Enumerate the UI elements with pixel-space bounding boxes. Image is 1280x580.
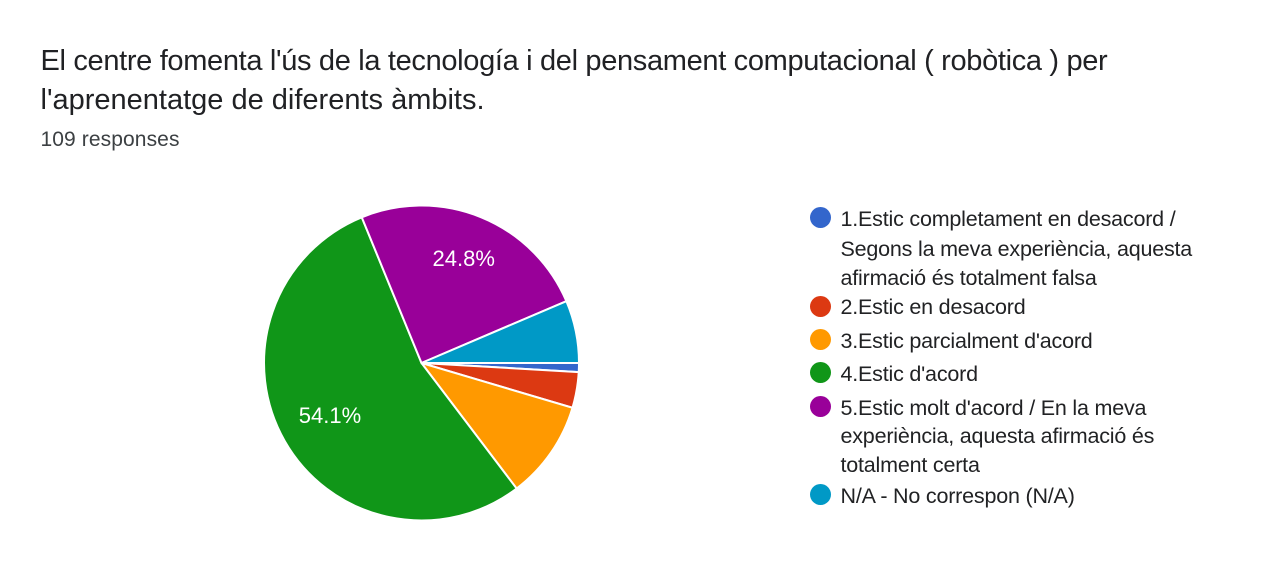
svg-text:24.8%: 24.8%	[433, 246, 495, 271]
svg-text:54.1%: 54.1%	[299, 403, 361, 428]
